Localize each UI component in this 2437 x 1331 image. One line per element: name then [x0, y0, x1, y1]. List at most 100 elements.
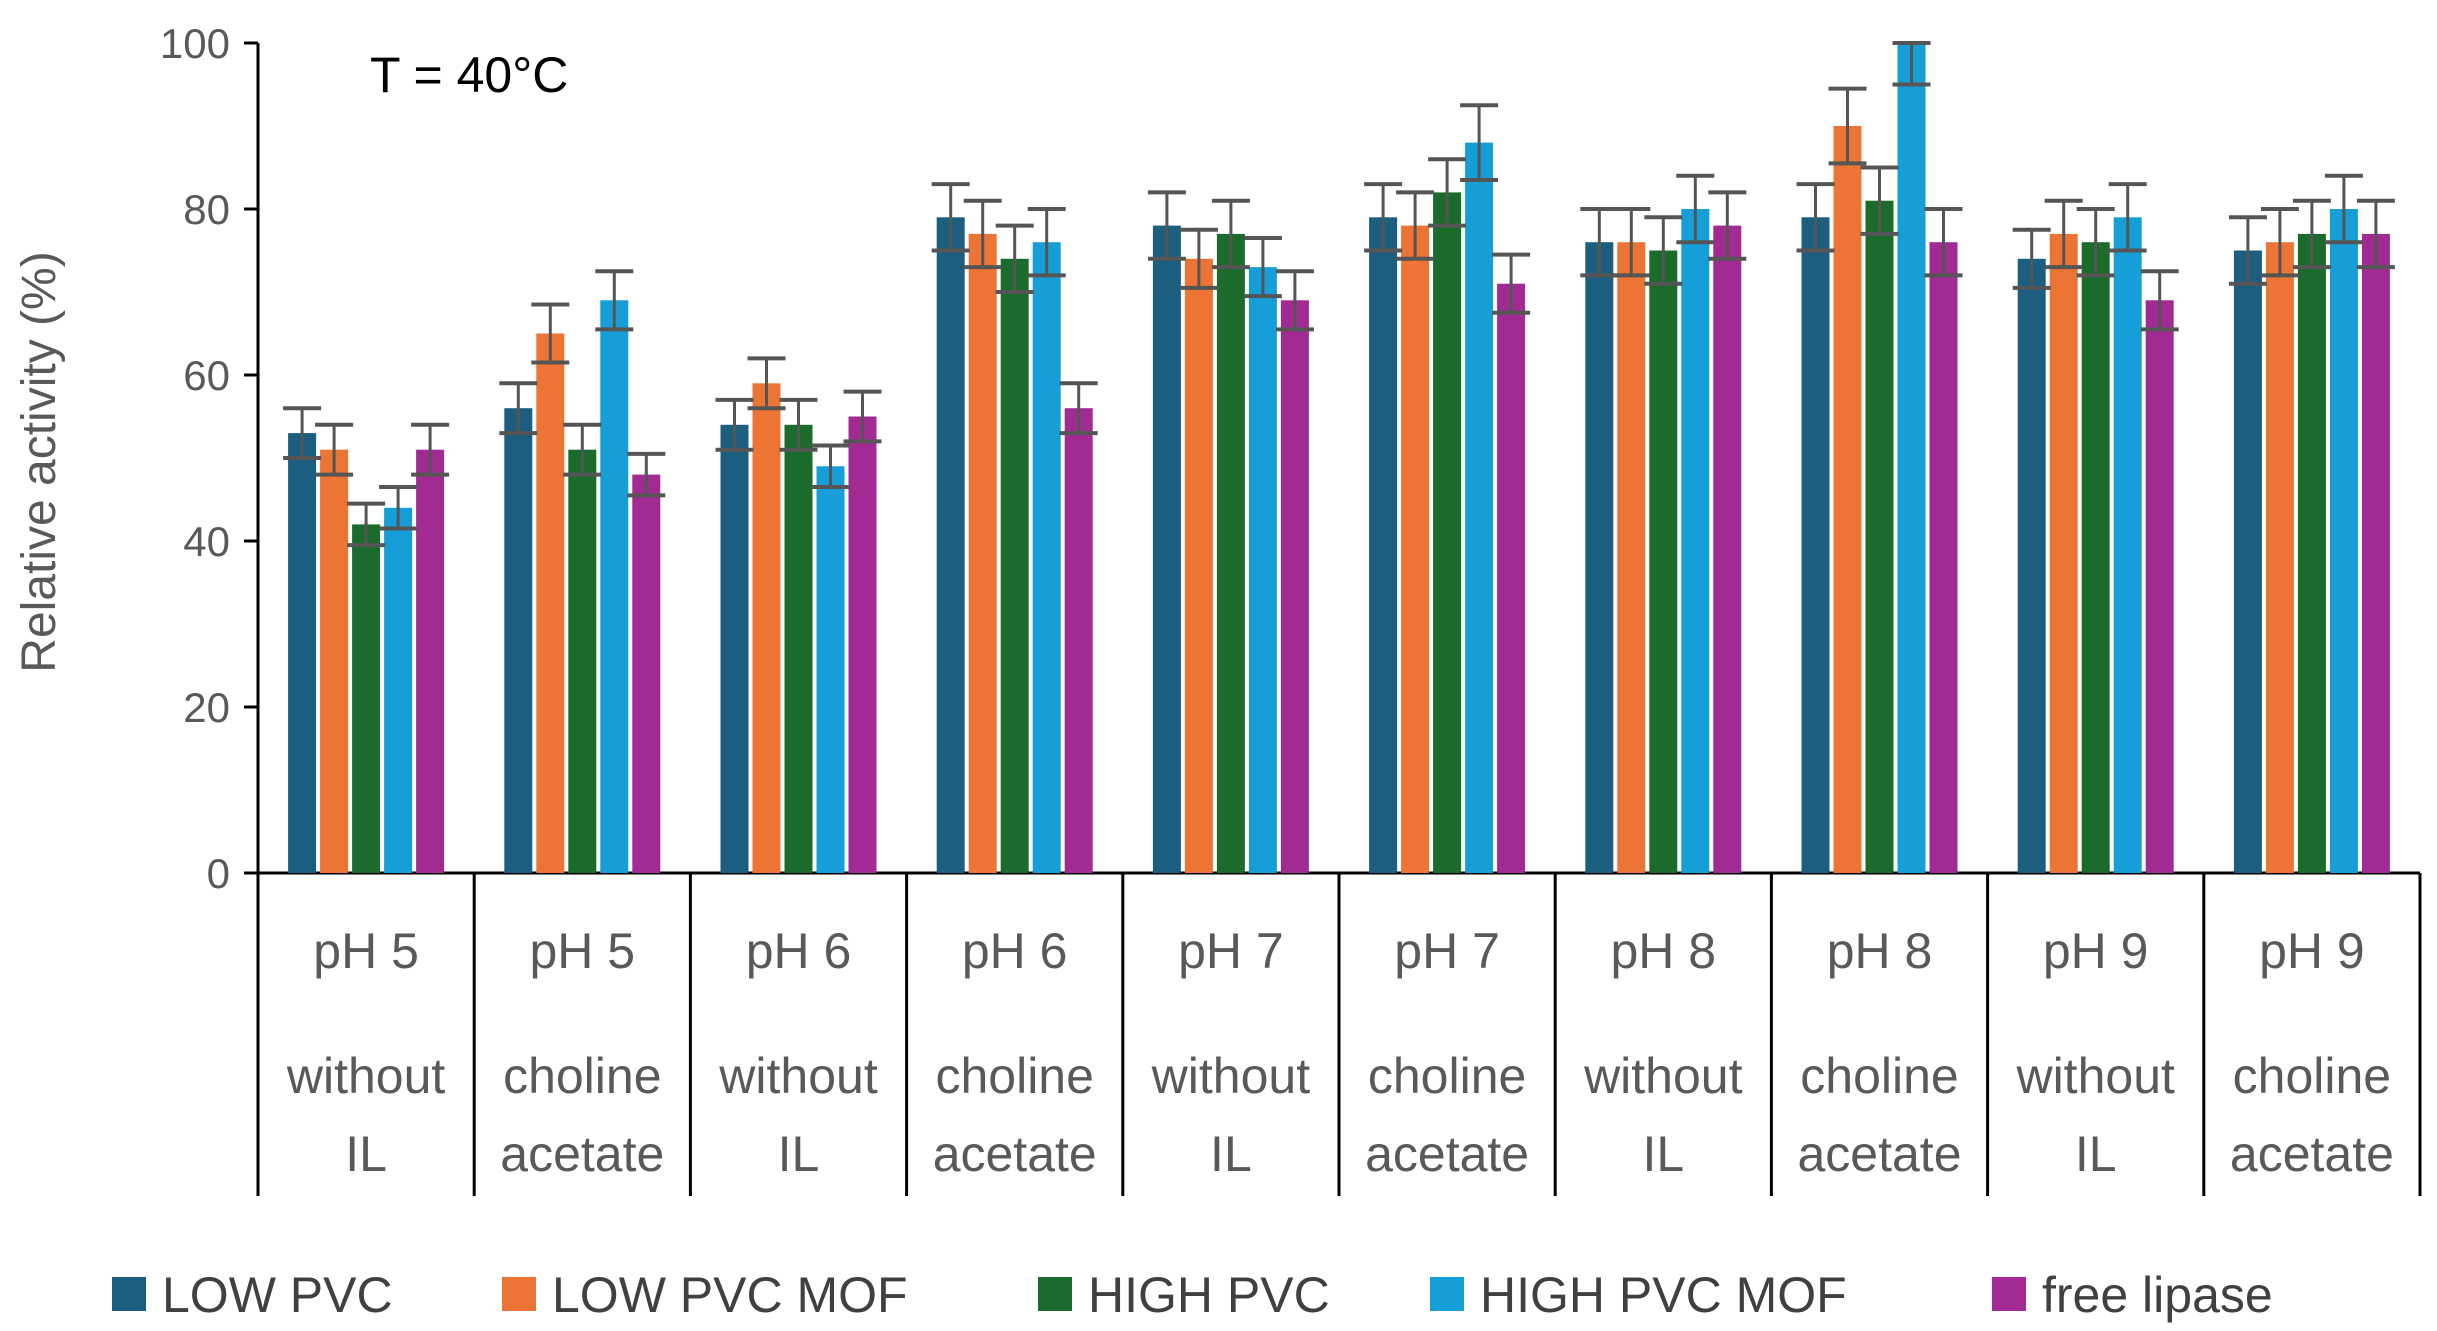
x-tick-label-il: IL	[2075, 1126, 2117, 1182]
legend: LOW PVC LOW PVC MOF HIGH PVC HIGH PVC MOF fr…	[112, 1267, 2273, 1323]
bar-low-pvc	[1152, 225, 1181, 874]
bar-low-pvc-mof	[1833, 126, 1862, 873]
bar-high-pvc	[1000, 258, 1029, 873]
x-tick-label-il: choline	[1368, 1048, 1526, 1104]
legend-swatch	[1038, 1277, 1072, 1311]
bar-low-pvc	[1585, 242, 1614, 873]
bar-free-lipase	[416, 449, 445, 873]
legend-label: LOW PVC	[162, 1267, 393, 1323]
bar-low-pvc-mof	[2049, 233, 2078, 873]
bar-low-pvc	[1801, 217, 1830, 874]
bar-high-pvc	[2297, 233, 2326, 873]
legend-swatch	[112, 1277, 146, 1311]
bar-free-lipase	[848, 416, 877, 873]
x-tick-label-il: without	[1583, 1048, 1743, 1104]
legend-swatch	[1992, 1277, 2026, 1311]
x-tick-label-il: choline	[503, 1048, 661, 1104]
bar-low-pvc	[936, 217, 965, 874]
bar-high-pvc	[568, 449, 597, 873]
bar-high-pvc-mof	[2113, 217, 2142, 874]
bar-high-pvc	[1865, 200, 1894, 873]
bar-low-pvc-mof	[320, 449, 349, 873]
legend-label: HIGH PVC MOF	[1480, 1267, 1847, 1323]
bar-free-lipase	[1713, 225, 1742, 874]
x-tick-label-ph: pH 7	[1178, 923, 1284, 979]
y-tick-label: 0	[207, 850, 230, 897]
x-tick-label-ph: pH 5	[529, 923, 635, 979]
x-tick-label-il: IL	[345, 1126, 387, 1182]
x-tick-label-ph: pH 5	[313, 923, 419, 979]
bar-low-pvc-mof	[752, 383, 781, 873]
bar-high-pvc-mof	[816, 466, 845, 873]
bar-free-lipase	[2361, 233, 2390, 873]
y-tick-label: 20	[183, 684, 230, 731]
x-tick-label-ph: pH 6	[962, 923, 1068, 979]
bar-high-pvc-mof	[384, 507, 413, 873]
x-categories: pH 5 without IL pH 5 choline acetate pH 6 witho…	[286, 923, 2394, 1182]
bar-free-lipase	[1280, 300, 1309, 873]
x-tick-label-ph: pH 9	[2259, 923, 2365, 979]
bar-low-pvc-mof	[1617, 242, 1646, 873]
x-tick-label-ph: pH 8	[1827, 923, 1933, 979]
legend-swatch	[502, 1277, 536, 1311]
legend-label: free lipase	[2042, 1267, 2273, 1323]
y-tick-label: 60	[183, 352, 230, 399]
x-tick-label-il: choline	[1800, 1048, 1958, 1104]
bar-low-pvc	[2233, 250, 2262, 873]
bar-low-pvc	[2017, 258, 2046, 873]
bar-high-pvc	[784, 424, 813, 873]
y-tick-label: 100	[160, 20, 230, 67]
error-bars	[283, 41, 2395, 548]
x-tick-label-il: choline	[2233, 1048, 2391, 1104]
y-tick-label: 40	[183, 518, 230, 565]
x-tick-label-ph: pH 9	[2043, 923, 2149, 979]
bar-low-pvc	[288, 433, 317, 873]
x-tick-label-ph: pH 6	[746, 923, 852, 979]
bar-high-pvc	[352, 524, 381, 873]
bar-low-pvc-mof	[2265, 242, 2294, 873]
bar-high-pvc-mof	[1465, 142, 1494, 874]
x-tick-label-il: IL	[1210, 1126, 1252, 1182]
bar-free-lipase	[2145, 300, 2174, 873]
bar-free-lipase	[632, 474, 661, 873]
bar-low-pvc	[1369, 217, 1398, 874]
x-tick-label-il: without	[1151, 1048, 1311, 1104]
bar-free-lipase	[1929, 242, 1958, 873]
bar-low-pvc-mof	[1184, 258, 1213, 873]
x-tick-label-ph: pH 7	[1394, 923, 1500, 979]
bar-high-pvc	[1649, 250, 1678, 873]
x-tick-label-ph: pH 8	[1610, 923, 1716, 979]
bar-high-pvc	[2081, 242, 2110, 873]
bar-high-pvc-mof	[1248, 267, 1277, 874]
x-tick-label-il: without	[286, 1048, 446, 1104]
bar-high-pvc-mof	[1032, 242, 1061, 873]
x-tick-label-il: without	[2015, 1048, 2175, 1104]
bar-low-pvc	[720, 424, 749, 873]
x-tick-label-il: acetate	[500, 1126, 664, 1182]
bar-high-pvc-mof	[600, 300, 629, 873]
x-tick-label-il: acetate	[1797, 1126, 1961, 1182]
legend-label: LOW PVC MOF	[552, 1267, 908, 1323]
bar-high-pvc-mof	[1681, 209, 1710, 873]
bar-low-pvc	[504, 408, 533, 873]
bar-low-pvc-mof	[968, 233, 997, 873]
x-tick-label-il: IL	[778, 1126, 820, 1182]
bar-high-pvc	[1216, 233, 1245, 873]
x-tick-label-il: choline	[935, 1048, 1093, 1104]
temperature-annotation: T = 40°C	[370, 47, 568, 103]
bar-high-pvc-mof	[1897, 43, 1926, 873]
bar-free-lipase	[1497, 283, 1526, 873]
x-tick-label-il: without	[718, 1048, 878, 1104]
y-axis-label: Relative activity (%)	[13, 251, 66, 672]
bar-low-pvc-mof	[536, 333, 565, 873]
bars	[288, 43, 2390, 874]
legend-label: HIGH PVC	[1088, 1267, 1330, 1323]
bar-free-lipase	[1064, 408, 1093, 873]
legend-swatch	[1430, 1277, 1464, 1311]
bar-low-pvc-mof	[1401, 225, 1430, 874]
bar-high-pvc	[1433, 192, 1462, 873]
x-tick-label-il: IL	[1642, 1126, 1684, 1182]
y-tick-label: 80	[183, 186, 230, 233]
bar-high-pvc-mof	[2329, 209, 2358, 873]
